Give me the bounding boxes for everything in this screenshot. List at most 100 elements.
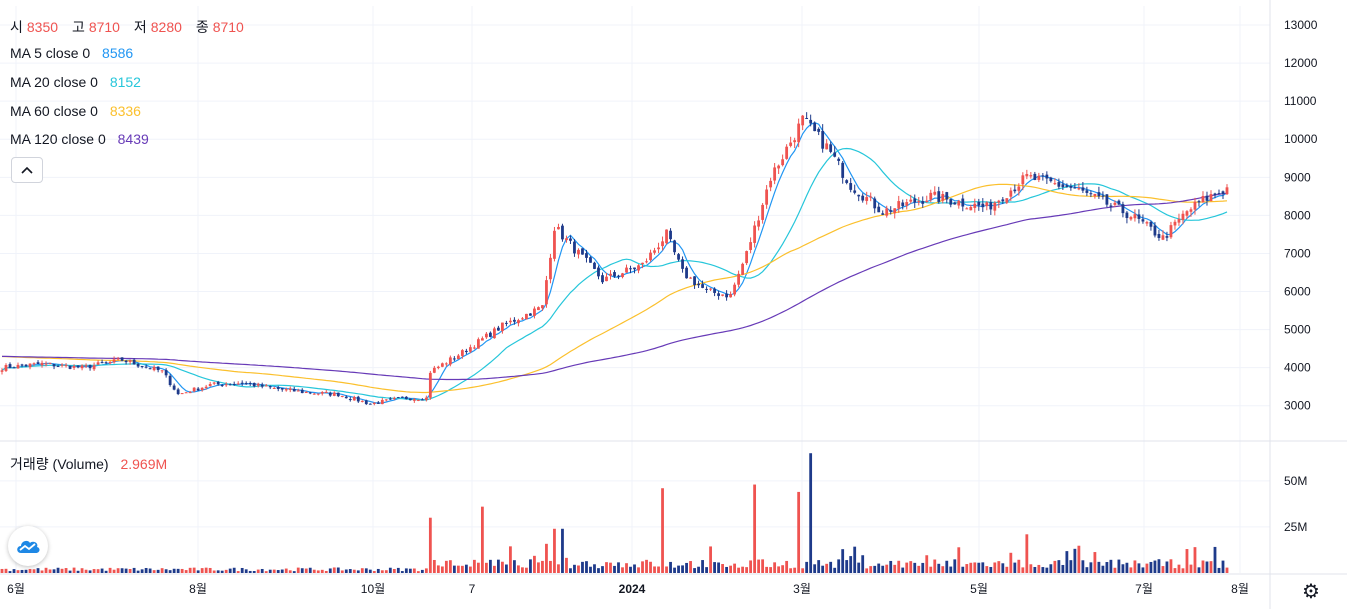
- volume-bar: [897, 560, 901, 573]
- ma20-legend[interactable]: MA 20 close 0 8152: [10, 74, 145, 90]
- candle: [673, 239, 676, 256]
- volume-bar: [300, 568, 304, 573]
- volume-bar: [1061, 564, 1065, 573]
- volume-bar: [16, 570, 20, 573]
- volume-bar: [252, 571, 256, 573]
- candle: [208, 381, 212, 387]
- candle: [1137, 209, 1141, 224]
- time-tick-label: 6월: [7, 582, 25, 596]
- candle: [565, 235, 568, 243]
- volume-bar: [677, 565, 680, 573]
- volume-bar: [525, 567, 528, 573]
- candle: [324, 390, 328, 393]
- candle: [837, 157, 841, 166]
- candle: [825, 139, 829, 150]
- ma5-legend[interactable]: MA 5 close 0 8586: [10, 45, 137, 61]
- volume-bar: [196, 570, 200, 573]
- candle: [452, 356, 456, 362]
- volume-bar: [176, 568, 180, 573]
- volume-bar: [388, 567, 392, 573]
- volume-bar: [4, 568, 8, 573]
- volume-bar: [581, 561, 584, 573]
- volume-bar: [709, 546, 712, 573]
- volume-bar: [152, 570, 156, 573]
- candle: [1089, 190, 1093, 198]
- candle: [549, 253, 552, 284]
- candle: [368, 403, 372, 405]
- volume-legend[interactable]: 거래량 (Volume) 2.969M: [10, 454, 171, 474]
- candle: [861, 193, 865, 203]
- candle: [68, 365, 72, 370]
- volume-bar: [444, 560, 448, 573]
- candle: [693, 276, 696, 289]
- candle: [52, 363, 56, 370]
- candle: [200, 387, 204, 392]
- volume-bar: [232, 567, 236, 573]
- candle: [220, 384, 224, 388]
- open-value: 8350: [26, 19, 59, 35]
- candle: [901, 199, 905, 210]
- candle: [541, 304, 544, 311]
- volume-bar: [861, 555, 865, 573]
- candle: [725, 290, 728, 301]
- candle: [160, 370, 164, 374]
- candle: [985, 201, 989, 211]
- candle: [112, 356, 116, 364]
- candle: [585, 249, 588, 263]
- candle: [809, 114, 813, 127]
- volume-bar: [224, 569, 228, 573]
- volume-bar: [893, 564, 897, 573]
- collapse-legend-button[interactable]: [11, 157, 43, 183]
- volume-bar: [184, 570, 188, 573]
- volume-bar: [697, 566, 700, 573]
- candle: [937, 186, 941, 204]
- candle: [749, 237, 753, 254]
- candle: [813, 121, 817, 132]
- cloud-logo-icon[interactable]: [8, 526, 48, 566]
- volume-bar: [817, 560, 821, 573]
- gear-icon[interactable]: ⚙: [1302, 581, 1320, 603]
- candle: [909, 194, 913, 204]
- candle: [284, 387, 288, 392]
- candle: [737, 270, 741, 288]
- volume-bar: [1077, 545, 1081, 573]
- candle: [60, 363, 64, 368]
- volume-bar: [713, 562, 716, 573]
- candle: [92, 362, 96, 371]
- volume-bar: [288, 570, 292, 573]
- volume-bar: [773, 562, 777, 573]
- volume-bar: [256, 569, 260, 573]
- candle: [497, 325, 500, 331]
- candle: [577, 248, 580, 259]
- ma120-legend[interactable]: MA 120 close 0 8439: [10, 131, 153, 147]
- time-tick-label: 8월: [189, 582, 207, 596]
- volume-bar: [1201, 560, 1205, 573]
- candle: [941, 190, 945, 204]
- volume-bar: [593, 564, 596, 573]
- candle: [108, 360, 112, 365]
- ma60-legend[interactable]: MA 60 close 0 8336: [10, 103, 145, 119]
- candle: [380, 397, 384, 405]
- volume-bar: [693, 568, 696, 573]
- volume-bar: [12, 569, 16, 573]
- candle: [344, 395, 348, 399]
- volume-bar: [348, 569, 352, 573]
- volume-bar: [228, 568, 232, 573]
- volume-bar: [825, 563, 829, 573]
- candle: [20, 363, 24, 368]
- candle: [1189, 207, 1193, 217]
- volume-bar: [589, 566, 592, 573]
- volume-bar: [829, 561, 833, 573]
- candle: [12, 366, 16, 369]
- volume-bar: [885, 564, 889, 573]
- volume-bar: [985, 566, 989, 573]
- candle: [408, 398, 412, 401]
- candle: [40, 360, 44, 368]
- volume-bar: [633, 564, 636, 573]
- volume-bar: [809, 453, 813, 573]
- candle: [1121, 201, 1125, 218]
- candle: [428, 370, 432, 400]
- volume-bar: [460, 565, 464, 573]
